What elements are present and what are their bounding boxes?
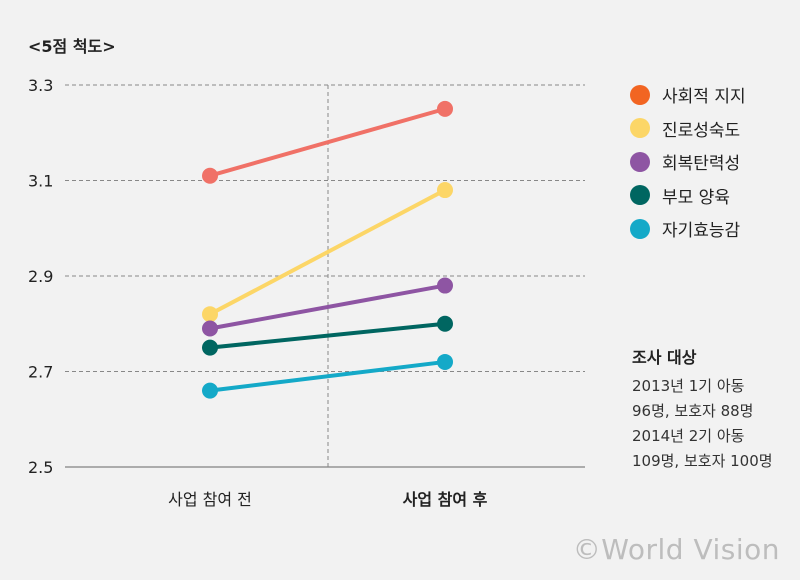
data-point	[437, 353, 453, 370]
y-tick-label: 2.7	[28, 363, 53, 382]
legend-marker	[630, 185, 650, 206]
x-tick-label: 사업 참여 후	[403, 490, 488, 509]
note-title: 조사 대상	[632, 348, 697, 367]
survey-note: 조사 대상 2013년 1기 아동 96명, 보호자 88명 2014년 2기 …	[632, 344, 773, 474]
data-point	[437, 100, 453, 117]
data-point	[437, 277, 453, 294]
legend-item: 회복탄력성	[630, 145, 746, 179]
legend-marker	[630, 218, 650, 239]
data-point	[202, 167, 218, 184]
legend-label: 부모 양육	[662, 187, 730, 208]
legend-marker	[630, 118, 650, 139]
legend-label: 진로성숙도	[662, 120, 741, 141]
note-line: 2014년 2기 아동	[632, 427, 745, 445]
series-line	[209, 321, 446, 350]
y-tick-label: 3.3	[28, 76, 53, 95]
series-line	[209, 359, 446, 393]
legend-marker	[630, 151, 650, 172]
series-line	[209, 283, 446, 331]
note-line: 109명, 보호자 100명	[632, 452, 773, 470]
legend-item: 자기효능감	[630, 212, 746, 246]
note-line: 2013년 1기 아동	[632, 377, 745, 395]
legend-marker	[630, 84, 650, 105]
series-line	[209, 106, 446, 178]
data-point	[202, 320, 218, 337]
x-tick-label: 사업 참여 전	[168, 490, 252, 509]
watermark: ©World Vision	[572, 533, 780, 566]
legend-label: 자기효능감	[662, 221, 741, 242]
data-point	[437, 315, 453, 332]
data-point	[202, 339, 218, 356]
data-point	[202, 382, 218, 399]
legend-item: 부모 양육	[630, 179, 746, 213]
legend-item: 진로성숙도	[630, 112, 746, 146]
y-tick-label: 2.5	[28, 458, 53, 477]
series-line	[209, 188, 446, 316]
legend-label: 사회적 지지	[662, 87, 746, 108]
data-point	[202, 306, 218, 323]
note-line: 96명, 보호자 88명	[632, 402, 754, 420]
y-tick-label: 3.1	[28, 172, 53, 191]
data-point	[437, 182, 453, 199]
y-tick-label: 2.9	[28, 267, 53, 286]
chart-title: <5점 척도>	[28, 37, 116, 56]
legend-label: 회복탄력성	[662, 154, 741, 175]
legend: 사회적 지지 진로성숙도 회복탄력성 부모 양육 자기효능감	[630, 78, 746, 246]
legend-item: 사회적 지지	[630, 78, 746, 112]
